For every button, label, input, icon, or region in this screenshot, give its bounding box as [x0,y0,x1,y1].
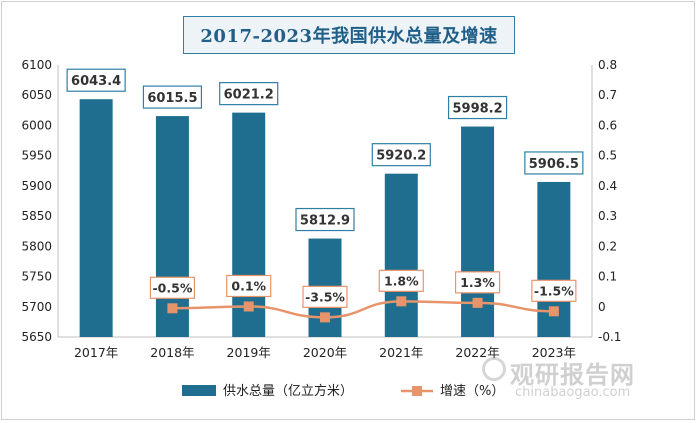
growth-label-box [454,271,501,294]
growth-data-label: 1.3% [460,275,495,290]
bar-data-label: 6021.2 [224,88,274,103]
bar-data-label: 5906.5 [529,157,579,172]
y-left-tick-label: 6000 [21,118,52,132]
growth-marker [548,306,559,317]
y-left-tick-label: 6100 [21,58,52,72]
y-right-tick-label: 0.7 [598,88,617,102]
bar-label-box [447,95,508,120]
bar-label-box [371,143,431,167]
bar-label-box [524,151,584,175]
growth-marker [243,301,254,312]
y-left-tick-label: 5750 [21,270,52,284]
y-right-tick-label: 0.4 [598,179,617,193]
x-tick-label: 2022年 [455,345,499,360]
bar [384,173,418,337]
y-left-tick-label: 5800 [21,239,52,253]
growth-marker [472,297,483,308]
growth-data-label: -3.5% [305,289,345,304]
bar-label-box [66,68,126,92]
bar-label-box [295,207,355,232]
y-right-tick-label: 0.3 [598,209,617,223]
y-left-tick-label: 5850 [21,209,52,223]
y-right-tick-label: 0 [598,300,606,314]
growth-label-box [226,274,272,298]
y-right-tick-label: 0.8 [598,58,617,72]
y-right-tick-label: 0.6 [598,118,617,132]
growth-marker [320,312,330,323]
y-right-tick-label: 0.5 [598,149,617,163]
growth-marker [167,303,178,314]
y-left-tick-label: 5900 [21,179,52,193]
bar-data-label: 6015.5 [147,91,197,106]
x-tick-label: 2020年 [303,345,347,360]
bar-data-label: 5920.2 [376,149,426,164]
bar-data-label: 5812.9 [300,214,350,229]
chart-title-box: 2017-2023年我国供水总量及增速 [183,16,515,54]
growth-label-box [378,269,424,292]
bar-label-box [219,82,279,106]
x-tick-label: 2017年 [74,345,118,360]
y-right-tick-label: 0.1 [598,270,617,284]
y-left-tick-label: 5700 [21,300,52,314]
x-tick-label: 2019年 [227,345,271,360]
growth-data-label: 1.8% [384,273,419,288]
y-right-tick-label: -0.1 [598,330,621,344]
chart-title: 2017-2023年我国供水总量及增速 [200,26,498,47]
bar-data-label: 5998.2 [452,102,502,117]
y-left-tick-label: 5950 [21,149,52,163]
x-tick-label: 2018年 [150,345,194,360]
growth-data-label: 0.1% [231,278,266,293]
growth-marker [396,296,407,307]
legend-line-marker [412,386,422,396]
bar-data-label: 6043.4 [71,74,121,89]
y-right-tick-label: 0.2 [598,239,617,253]
y-left-tick-label: 5650 [21,330,52,344]
growth-label-box [149,276,196,299]
bar [232,112,266,337]
bar [155,116,189,337]
growth-data-label: -1.5% [534,283,574,298]
legend-bar-swatch [182,385,216,396]
x-tick-label: 2023年 [532,345,576,360]
legend-line-label: 增速（%） [440,384,504,399]
growth-label-box [302,285,348,308]
legend-bar-label: 供水总量（亿立方米） [223,383,353,399]
x-tick-label: 2021年 [379,345,423,360]
growth-line [172,300,554,319]
bar-label-box [142,85,203,109]
bar [79,99,113,338]
growth-data-label: -0.5% [152,280,192,295]
growth-label-box [531,279,577,302]
y-left-tick-label: 6050 [21,88,52,102]
